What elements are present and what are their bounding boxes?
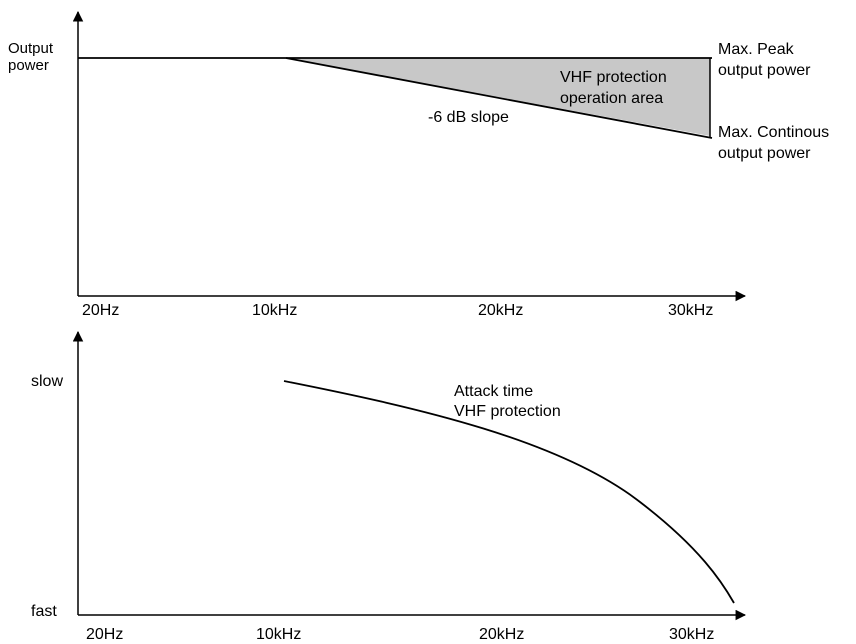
max-continuous-label-line-2: output power	[718, 145, 811, 162]
bottom-ytick-slow: slow	[31, 373, 63, 390]
slope-line	[285, 57, 713, 139]
slope-label: -6 dB slope	[428, 109, 509, 126]
top-xtick-20hz: 20Hz	[82, 302, 119, 319]
bottom-ytick-fast: fast	[31, 603, 57, 620]
bottom-xtick-20hz: 20Hz	[86, 626, 123, 643]
attack-time-chart: slow fast Attack time VHF protection 20H…	[31, 330, 747, 643]
top-ylabel-line-2: power	[8, 57, 49, 74]
bottom-xtick-30khz: 30kHz	[669, 626, 714, 643]
max-peak-label-line-2: output power	[718, 62, 811, 79]
bottom-xtick-20khz: 20kHz	[479, 626, 524, 643]
region-label-line-2: operation area	[560, 90, 663, 107]
top-xtick-10khz: 10kHz	[252, 302, 297, 319]
region-label-line-1: VHF protection	[560, 69, 667, 86]
bottom-xtick-10khz: 10kHz	[256, 626, 301, 643]
attack-label-line-2: VHF protection	[454, 403, 561, 420]
attack-label-line-1: Attack time	[454, 383, 533, 400]
top-xtick-30khz: 30kHz	[668, 302, 713, 319]
output-power-chart: Output power VHF protection operation ar…	[8, 10, 829, 319]
max-continuous-label-line-1: Max. Continous	[718, 124, 829, 141]
top-xtick-20khz: 20kHz	[478, 302, 523, 319]
max-peak-label-line-1: Max. Peak	[718, 41, 795, 58]
attack-time-curve	[283, 380, 735, 604]
top-ylabel-line-1: Output	[8, 40, 54, 57]
